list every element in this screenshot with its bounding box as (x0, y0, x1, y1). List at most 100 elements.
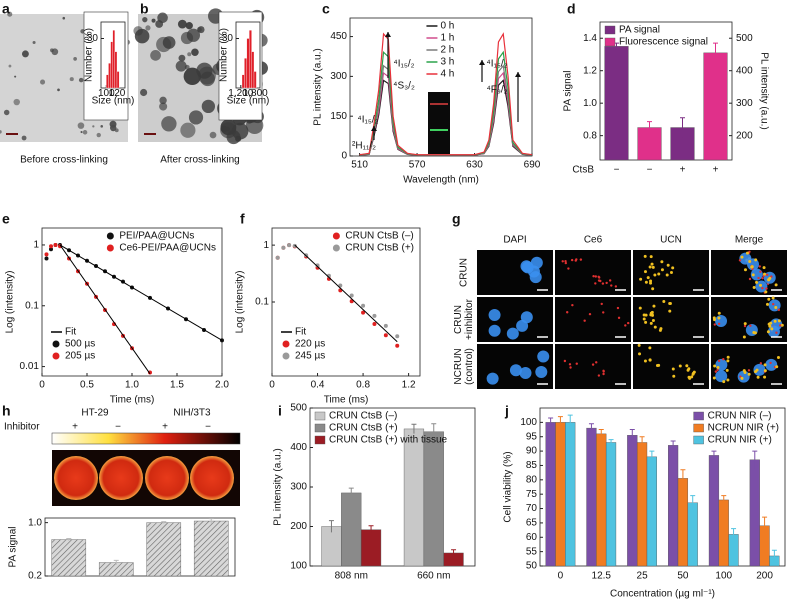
plot-frame (539, 407, 786, 567)
ce6-signal (594, 282, 597, 285)
x-tick-label: 0 (269, 380, 275, 391)
micrograph (555, 250, 631, 295)
x-tick-label: 0.4 (311, 380, 325, 391)
ucn-signal (643, 359, 647, 363)
y-tick-label: 100 (520, 417, 537, 428)
x-tick-label: 690 (524, 160, 541, 171)
fit-line (59, 244, 151, 375)
legend: CRUN CtsB (–)CRUN CtsB (+) (332, 231, 414, 254)
inhibitor-sign: − (115, 422, 121, 433)
ucn-signal (755, 280, 759, 284)
x-tick-label: 660 nm (417, 571, 450, 582)
ce6-signal (610, 284, 613, 287)
y-tick-label: 0.1 (255, 297, 269, 308)
ce6-signal (748, 277, 752, 281)
legend-swatch (52, 340, 60, 348)
bar (341, 492, 362, 567)
spectrum-line (359, 32, 533, 156)
ce6-signal (600, 302, 603, 306)
y-tick-label: 55 (526, 546, 538, 557)
ce6-signal (717, 359, 721, 363)
micrograph (555, 297, 631, 342)
error-bar (451, 549, 457, 557)
ce6-signal (765, 273, 769, 276)
error-bar (66, 537, 72, 541)
legend-label: CRUN NIR (–) (708, 411, 772, 422)
y-axis-label: Log (intensity) (5, 271, 16, 334)
x-tick-label: 2.0 (215, 380, 229, 391)
ce6-signal (758, 265, 761, 268)
particle (7, 11, 13, 17)
ucn-signal (717, 311, 721, 315)
particle (78, 77, 84, 83)
ce6-signal (591, 363, 595, 366)
panel-label: j (504, 403, 509, 419)
particle (32, 40, 36, 45)
ucn-signal (657, 272, 661, 276)
column-header: Ce6 (584, 235, 603, 246)
ucn-signal (765, 302, 769, 306)
ucn-signal (646, 276, 650, 280)
nucleus (520, 311, 533, 324)
ucn-signal (648, 346, 652, 350)
nucleus (519, 366, 532, 379)
ucn-signal (712, 316, 716, 320)
error-bar (328, 520, 334, 533)
legend-label: 220 µs (295, 339, 325, 350)
arrow-head (371, 126, 377, 131)
bar (708, 455, 720, 567)
x-tick-label: 1.0 (125, 380, 139, 391)
x-tick-label: 1,200 (228, 88, 253, 99)
particle (175, 60, 187, 72)
ucn-signal (754, 258, 758, 262)
ucn-signal (763, 363, 767, 367)
y-tick-label: 0.1 (25, 300, 39, 311)
legend-label: CRUN CtsB (+) (329, 423, 398, 434)
particle (196, 62, 213, 79)
ucn-signal (743, 268, 747, 272)
ce6-signal (608, 279, 612, 282)
y-tick-label: 90 (526, 446, 538, 457)
particle (140, 88, 148, 97)
ucn-signal (773, 319, 777, 323)
y-tick-label: 500 (290, 403, 307, 414)
y-axis-label: Number (%) (84, 28, 95, 82)
legend-label: Ce6-PEI/PAA@UCNs (119, 243, 216, 254)
error-bar (690, 495, 696, 510)
nucleus (715, 370, 728, 383)
y-tick-label: 0.8 (583, 130, 597, 141)
legend-label: 4 h (440, 69, 454, 80)
x-tick-label: + (713, 165, 719, 176)
bar (636, 442, 648, 567)
legend-label: 245 µs (295, 351, 325, 362)
ucn-signal (643, 270, 647, 274)
well (190, 456, 234, 500)
nucleus (753, 363, 766, 376)
particle (21, 50, 29, 58)
x-tick-label: 0 (558, 571, 564, 582)
cell-line-label: HT-29 (81, 408, 109, 419)
bar (555, 422, 566, 567)
ce6-signal (598, 276, 601, 279)
error-bar (368, 525, 374, 534)
ucn-signal (716, 366, 720, 370)
particle (134, 28, 150, 44)
histogram-bar (246, 38, 250, 89)
data-point (49, 244, 53, 249)
nucleus (765, 358, 778, 371)
legend-swatch (332, 232, 340, 240)
plot-frame (349, 17, 533, 157)
ucn-signal (780, 323, 784, 327)
data-point (275, 255, 280, 260)
ce6-signal (772, 302, 775, 306)
legend: CRUN NIR (–)NCRUN NIR (+)CRUN NIR (+) (693, 411, 779, 446)
ucn-signal (726, 359, 730, 363)
ucn-signal (747, 372, 751, 376)
bar (604, 46, 629, 161)
particle (50, 48, 54, 53)
ce6-signal (775, 331, 778, 334)
histogram-bar (249, 30, 252, 89)
column-header: DAPI (503, 235, 526, 246)
arrow-head (515, 72, 521, 77)
ce6-signal (602, 369, 605, 373)
